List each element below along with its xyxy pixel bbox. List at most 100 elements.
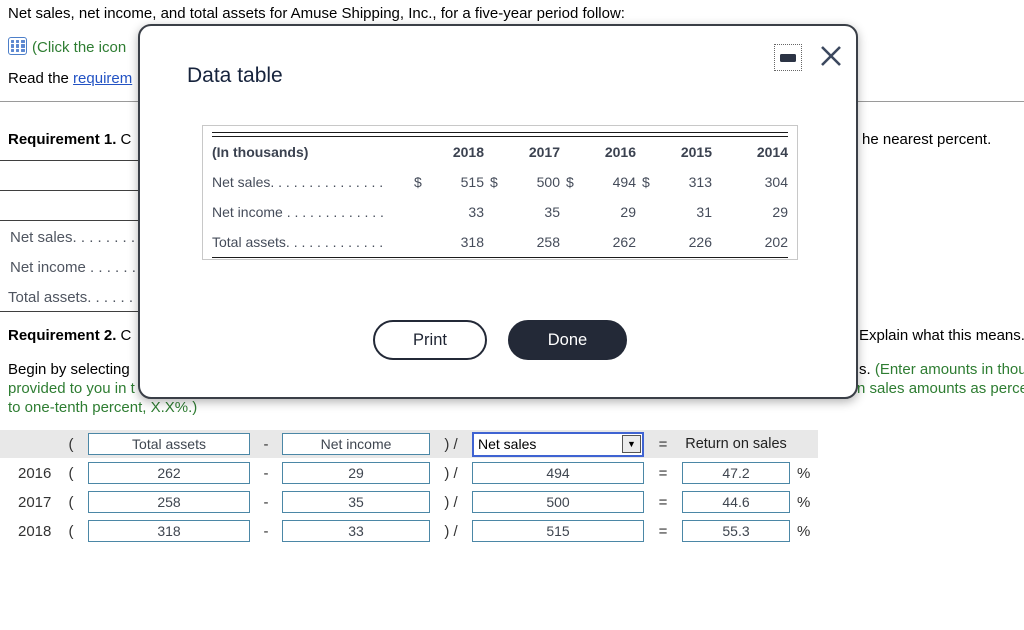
row-minus: - — [263, 464, 269, 482]
percent-sign: % — [797, 493, 811, 511]
cell-value: 33 — [468, 204, 484, 220]
table-header-row: (In thousands) 2018 2017 2016 2015 2014 — [212, 137, 788, 167]
row-minus: - — [263, 522, 269, 540]
intro-text: Net sales, net income, and total assets … — [8, 5, 625, 22]
requirement1-heading: Requirement 1. C — [8, 131, 132, 148]
requirements-link[interactable]: requirem — [73, 70, 133, 87]
dollar-sign: $ — [566, 174, 574, 190]
dropdown-arrow-icon[interactable]: ▼ — [622, 435, 641, 453]
cell-value: 515 — [460, 174, 484, 190]
result-input-2016[interactable]: 47.2 — [682, 462, 790, 484]
net-income-input-2017[interactable]: 35 — [282, 491, 430, 513]
data-table-panel: (In thousands) 2018 2017 2016 2015 2014 … — [202, 125, 798, 260]
begin-text: Begin by selecting — [8, 361, 130, 378]
cell-value: 500 — [536, 174, 560, 190]
dollar-sign: $ — [642, 174, 650, 190]
table-row: Total assets. . . . . . . . . . . . . 31… — [212, 227, 788, 257]
fragment-nearest-percent: he nearest percent. — [862, 131, 992, 148]
row-equals: = — [658, 464, 668, 482]
cell-value: 35 — [544, 204, 560, 220]
row-close-div: ) / — [444, 522, 458, 540]
year-header: 2018 — [452, 144, 484, 160]
cell-value: 29 — [620, 204, 636, 220]
cell-value: 31 — [696, 204, 712, 220]
close-button[interactable] — [816, 41, 846, 71]
total-assets-input-2016[interactable]: 262 — [88, 462, 250, 484]
percent-sign: % — [797, 522, 811, 540]
cell-value: 313 — [688, 174, 712, 190]
table-bottom-rule — [212, 257, 788, 258]
row-close-div: ) / — [444, 493, 458, 511]
subtrahend-label-box[interactable]: Net income — [282, 433, 430, 455]
stub-net-income: Net income . . . . . . . . — [10, 259, 153, 276]
result-column-label: Return on sales — [685, 436, 787, 452]
stub-net-sales: Net sales. . . . . . . . . . — [10, 229, 152, 246]
table-icon[interactable] — [8, 37, 27, 55]
row-equals: = — [658, 493, 668, 511]
row-open-paren: ( — [68, 464, 74, 482]
dollar-sign: $ — [490, 174, 498, 190]
done-button[interactable]: Done — [508, 320, 627, 360]
net-sales-input-2018[interactable]: 515 — [472, 520, 644, 542]
green-instruction-line3: to one-tenth percent, X.X%.) — [8, 399, 198, 416]
header-open-paren: ( — [68, 435, 74, 453]
row-open-paren: ( — [68, 493, 74, 511]
minimize-button[interactable] — [774, 44, 802, 71]
stub-total-assets: Total assets. . . . . . . . — [8, 289, 150, 306]
row-label: Net income . . . . . . . . . . . . . — [212, 204, 384, 220]
row-minus: - — [263, 493, 269, 511]
net-sales-input-2016[interactable]: 494 — [472, 462, 644, 484]
close-icon — [821, 46, 841, 66]
header-minus: - — [263, 435, 269, 453]
minimize-icon — [780, 53, 796, 62]
result-input-2018[interactable]: 55.3 — [682, 520, 790, 542]
requirement2-heading: Requirement 2. C — [8, 327, 132, 344]
table-row: Net sales. . . . . . . . . . . . . . . $… — [212, 167, 788, 197]
row-label: Net sales. . . . . . . . . . . . . . . — [212, 174, 384, 190]
cell-value: 494 — [612, 174, 636, 190]
header-equals: = — [658, 435, 668, 453]
fragment-sales-percent: n sales amounts as perce — [857, 380, 1024, 397]
click-icon-hint: (Click the icon — [32, 39, 127, 56]
year-header: 2014 — [756, 144, 788, 160]
year-header: 2016 — [604, 144, 636, 160]
data-table: (In thousands) 2018 2017 2016 2015 2014 … — [212, 137, 788, 257]
row-year: 2018 — [18, 522, 52, 540]
total-assets-input-2017[interactable]: 258 — [88, 491, 250, 513]
divisor-selected-value: Net sales — [478, 436, 537, 452]
year-header: 2017 — [528, 144, 560, 160]
net-sales-input-2017[interactable]: 500 — [472, 491, 644, 513]
cell-value: 318 — [460, 234, 484, 250]
return-on-sales-worksheet: ( Total assets - Net income ) / Net sale… — [0, 430, 820, 545]
table-top-rule — [212, 132, 788, 137]
cell-value: 258 — [536, 234, 560, 250]
percent-sign: % — [797, 464, 811, 482]
divisor-dropdown[interactable]: Net sales ▼ — [472, 431, 644, 457]
row-open-paren: ( — [68, 522, 74, 540]
minuend-label-box[interactable]: Total assets — [88, 433, 250, 455]
net-income-input-2016[interactable]: 29 — [282, 462, 430, 484]
row-close-div: ) / — [444, 464, 458, 482]
cell-value: 226 — [688, 234, 712, 250]
modal-title: Data table — [187, 64, 283, 87]
fragment-enter-amounts: s. (Enter amounts in thou — [859, 361, 1024, 378]
cell-value: 29 — [772, 204, 788, 220]
header-close-div: ) / — [444, 435, 458, 453]
cell-value: 202 — [764, 234, 788, 250]
col-label: (In thousands) — [212, 144, 309, 160]
data-table-modal: Data table (In thousands) 2018 2017 2016… — [138, 24, 858, 399]
green-instruction-line2: provided to you in t — [8, 380, 135, 397]
net-income-input-2018[interactable]: 33 — [282, 520, 430, 542]
row-label: Total assets. . . . . . . . . . . . . — [212, 234, 384, 250]
result-input-2017[interactable]: 44.6 — [682, 491, 790, 513]
print-button[interactable]: Print — [373, 320, 487, 360]
cell-value: 304 — [764, 174, 788, 190]
year-header: 2015 — [680, 144, 712, 160]
row-equals: = — [658, 522, 668, 540]
total-assets-input-2018[interactable]: 318 — [88, 520, 250, 542]
dollar-sign: $ — [414, 174, 422, 190]
fragment-explain: Explain what this means. — [859, 327, 1024, 344]
table-row: Net income . . . . . . . . . . . . . 33 … — [212, 197, 788, 227]
read-prefix: Read the — [8, 70, 74, 87]
